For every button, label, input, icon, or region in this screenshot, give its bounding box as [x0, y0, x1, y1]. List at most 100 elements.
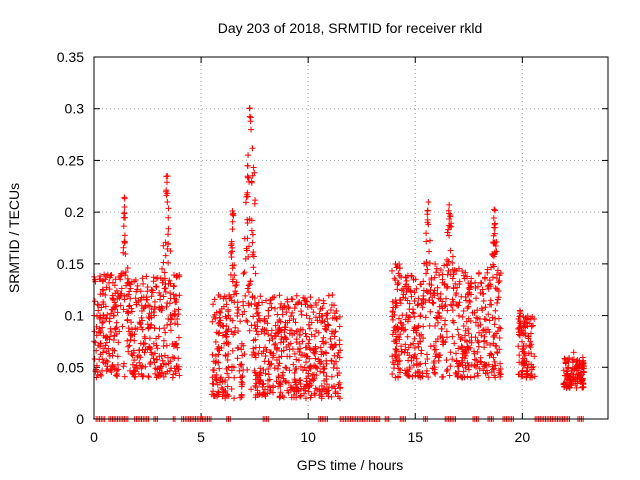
data-point — [459, 313, 466, 320]
data-point — [447, 349, 454, 356]
data-point — [249, 172, 256, 179]
x-tick-label: 5 — [197, 429, 205, 445]
data-point — [322, 325, 329, 332]
data-point — [286, 346, 293, 353]
data-point — [245, 282, 252, 289]
data-point — [303, 333, 310, 340]
data-point — [467, 374, 474, 381]
data-point — [246, 113, 253, 120]
data-point — [523, 373, 530, 380]
data-point — [318, 382, 325, 389]
data-point — [330, 364, 337, 371]
data-point — [451, 340, 458, 347]
data-point — [110, 312, 117, 319]
data-point — [308, 331, 315, 338]
data-point — [489, 363, 496, 370]
data-point — [463, 349, 470, 356]
data-point — [449, 333, 456, 340]
data-point — [114, 309, 121, 316]
data-point — [213, 377, 220, 384]
data-point — [476, 365, 483, 372]
data-point — [264, 390, 271, 397]
data-point — [516, 326, 523, 333]
data-point — [124, 316, 131, 323]
data-point — [255, 391, 262, 398]
data-point — [121, 210, 128, 217]
data-point — [306, 336, 313, 343]
data-point — [217, 317, 224, 324]
data-point — [458, 334, 465, 341]
data-point — [304, 298, 311, 305]
data-point — [121, 232, 128, 239]
data-point — [520, 313, 527, 320]
data-point — [167, 290, 174, 297]
data-point — [106, 315, 113, 322]
data-point — [143, 296, 150, 303]
data-point — [165, 354, 172, 361]
data-point — [480, 367, 487, 374]
data-point — [452, 350, 459, 357]
data-point — [237, 318, 244, 325]
data-point — [293, 365, 300, 372]
data-point — [325, 292, 332, 299]
data-point — [247, 126, 254, 133]
data-point — [419, 373, 426, 380]
data-point — [433, 265, 440, 272]
data-point — [279, 311, 286, 318]
data-point — [151, 325, 158, 332]
data-point — [115, 366, 122, 373]
data-point — [400, 327, 407, 334]
data-point — [475, 269, 482, 276]
data-point — [103, 348, 110, 355]
data-point — [409, 309, 416, 316]
x-tick-label: 0 — [90, 429, 98, 445]
data-point — [437, 290, 444, 297]
data-point — [269, 294, 276, 301]
data-point — [234, 299, 241, 306]
data-point — [523, 368, 530, 375]
data-point — [473, 357, 480, 364]
data-point — [216, 314, 223, 321]
data-point — [426, 322, 433, 329]
data-point — [139, 275, 146, 282]
data-point — [234, 355, 241, 362]
data-point — [322, 326, 329, 333]
data-point — [174, 316, 181, 323]
data-point — [477, 358, 484, 365]
data-point — [93, 323, 100, 330]
data-point — [210, 358, 217, 365]
data-point — [223, 334, 230, 341]
data-point — [311, 392, 318, 399]
data-point — [120, 306, 127, 313]
data-point — [163, 187, 170, 194]
data-point — [485, 282, 492, 289]
data-point — [395, 365, 402, 372]
data-point — [402, 341, 409, 348]
data-point — [237, 361, 244, 368]
data-point — [455, 368, 462, 375]
data-point — [136, 347, 143, 354]
data-point — [225, 308, 232, 315]
data-point — [529, 322, 536, 329]
data-point — [325, 322, 332, 329]
data-point — [250, 164, 257, 171]
data-point — [173, 274, 180, 281]
data-point — [152, 283, 159, 290]
data-point — [468, 361, 475, 368]
data-point — [392, 338, 399, 345]
data-point — [222, 352, 229, 359]
data-point — [282, 364, 289, 371]
data-point — [519, 338, 526, 345]
data-point — [477, 289, 484, 296]
data-point — [423, 288, 430, 295]
data-point — [328, 393, 335, 400]
data-point — [403, 367, 410, 374]
data-point — [303, 312, 310, 319]
data-point — [165, 205, 172, 212]
data-point — [392, 299, 399, 306]
data-point — [517, 320, 524, 327]
data-point — [285, 341, 292, 348]
data-point — [255, 299, 262, 306]
data-point — [230, 212, 237, 219]
data-point — [303, 359, 310, 366]
